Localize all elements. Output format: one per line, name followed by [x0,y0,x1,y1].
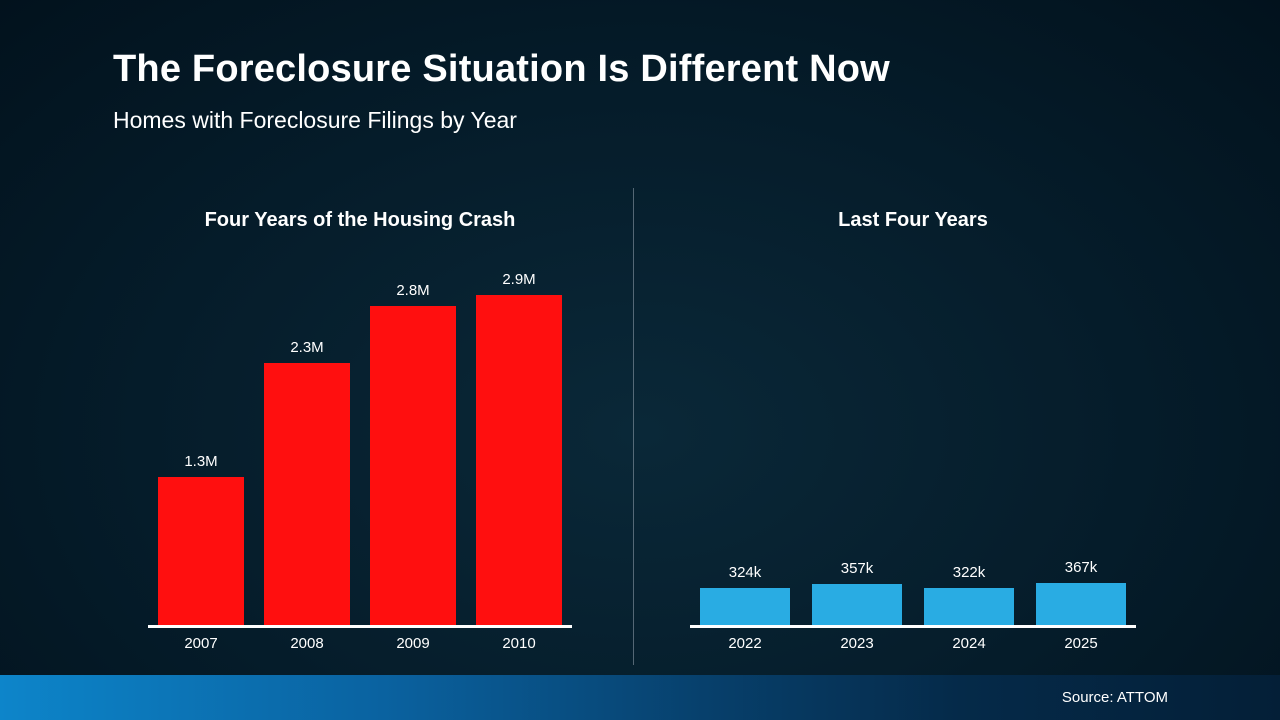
category-label: 2009 [396,635,430,652]
bar [158,477,244,625]
chart-housing-crash: Four Years of the Housing Crash 1.3M 2.3M… [0,188,633,675]
chart-last-four-years: Last Four Years 324k 357k 322k 367k 2022 202… [634,188,1280,675]
category-labels: 2007 2008 2009 2010 [148,635,572,652]
category-label: 2007 [184,635,218,652]
source-attribution: Source: ATTOM [1061,689,1168,706]
category-label: 2010 [502,635,536,652]
chart-title: Four Years of the Housing Crash [204,209,516,231]
category-label: 2025 [1064,635,1098,652]
bar-column: 2.8M [370,282,456,625]
chart-title: Last Four Years [838,209,988,231]
category-label: 2023 [840,635,874,652]
bar-value-label: 2.3M [290,339,324,356]
bars: 324k 357k 322k 367k [690,257,1136,625]
header: The Foreclosure Situation Is Different N… [0,0,1280,134]
bar-column: 322k [924,564,1014,625]
bar-column: 1.3M [158,453,244,625]
bar-column: 2.3M [264,339,350,625]
bar [476,295,562,625]
chart-inner: Last Four Years 324k 357k 322k 367k 2022 202… [690,188,1136,652]
bars: 1.3M 2.3M 2.8M 2.9M [148,257,572,625]
bar-value-label: 2.8M [396,282,430,299]
bar-value-label: 324k [728,564,762,581]
chart-inner: Four Years of the Housing Crash 1.3M 2.3M… [148,188,572,652]
bar [264,363,350,625]
category-label: 2024 [952,635,986,652]
bar [370,306,456,625]
bar-value-label: 357k [840,560,874,577]
bar [812,584,902,625]
bar-value-label: 2.9M [502,271,536,288]
bar-column: 367k [1036,559,1126,625]
category-label: 2022 [728,635,762,652]
bar [1036,583,1126,625]
bar-value-label: 1.3M [184,453,218,470]
category-labels: 2022 2023 2024 2025 [690,635,1136,652]
bar-column: 324k [700,564,790,625]
bar-value-label: 322k [952,564,986,581]
bar [924,588,1014,625]
page-subtitle: Homes with Foreclosure Filings by Year [113,107,517,133]
x-axis [148,625,572,628]
panel-divider [633,188,634,665]
charts-section: Four Years of the Housing Crash 1.3M 2.3M… [0,188,1280,675]
bar-column: 2.9M [476,271,562,625]
page-title: The Foreclosure Situation Is Different N… [113,48,890,90]
bar [700,588,790,625]
footer-bar: Source: ATTOM [0,675,1280,720]
x-axis [690,625,1136,628]
bar-value-label: 367k [1064,559,1098,576]
category-label: 2008 [290,635,324,652]
bar-column: 357k [812,560,902,625]
